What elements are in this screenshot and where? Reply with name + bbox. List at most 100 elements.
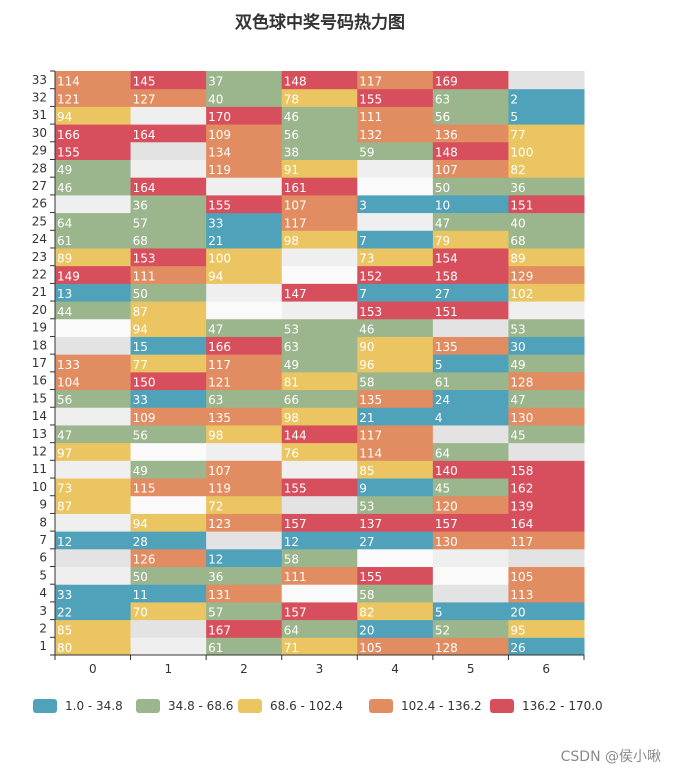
heatmap-cell[interactable] xyxy=(130,566,207,585)
heatmap-cell[interactable] xyxy=(206,71,283,90)
heatmap-cell[interactable] xyxy=(206,619,283,638)
legend-swatch[interactable] xyxy=(369,699,393,713)
heatmap-cell[interactable] xyxy=(508,230,585,249)
heatmap-cell[interactable] xyxy=(357,88,434,107)
heatmap-cell[interactable] xyxy=(432,637,509,656)
heatmap-cell[interactable] xyxy=(55,531,132,550)
heatmap-cell[interactable] xyxy=(55,283,132,302)
heatmap-cell[interactable] xyxy=(130,301,207,320)
heatmap-cell[interactable] xyxy=(432,230,509,249)
heatmap-cell[interactable] xyxy=(206,354,283,373)
heatmap-cell[interactable] xyxy=(357,71,434,90)
heatmap-cell[interactable] xyxy=(432,513,509,532)
heatmap-cell[interactable] xyxy=(206,283,283,302)
heatmap-cell[interactable] xyxy=(281,442,358,461)
heatmap-cell[interactable] xyxy=(432,548,509,568)
heatmap-cell[interactable] xyxy=(55,159,132,178)
heatmap-cell[interactable] xyxy=(206,389,283,408)
heatmap-cell[interactable] xyxy=(432,283,509,302)
heatmap-cell[interactable] xyxy=(281,424,358,444)
heatmap-cell[interactable] xyxy=(508,141,585,160)
heatmap-cell[interactable] xyxy=(281,247,358,267)
heatmap-cell[interactable] xyxy=(357,354,434,373)
heatmap-cell[interactable] xyxy=(130,584,207,603)
heatmap-cell[interactable] xyxy=(206,106,283,125)
heatmap-cell[interactable] xyxy=(281,106,358,125)
heatmap-cell[interactable] xyxy=(357,283,434,302)
heatmap-cell[interactable] xyxy=(130,495,207,514)
heatmap-cell[interactable] xyxy=(357,424,434,444)
heatmap-cell[interactable] xyxy=(357,584,434,603)
heatmap-cell[interactable] xyxy=(281,389,358,408)
heatmap-cell[interactable] xyxy=(432,407,509,426)
heatmap-cell[interactable] xyxy=(432,566,509,585)
heatmap-cell[interactable] xyxy=(508,566,585,585)
heatmap-cell[interactable] xyxy=(130,177,207,196)
heatmap-cell[interactable] xyxy=(281,478,358,497)
heatmap-cell[interactable] xyxy=(130,247,207,267)
heatmap-cell[interactable] xyxy=(357,106,434,125)
heatmap-cell[interactable] xyxy=(508,637,585,656)
heatmap-cell[interactable] xyxy=(281,212,358,231)
heatmap-cell[interactable] xyxy=(130,159,207,178)
heatmap-cell[interactable] xyxy=(206,301,283,320)
heatmap-cell[interactable] xyxy=(206,601,283,621)
heatmap-cell[interactable] xyxy=(357,177,434,196)
legend-label[interactable]: 136.2 - 170.0 xyxy=(522,699,603,713)
heatmap-cell[interactable] xyxy=(206,371,283,391)
heatmap-cell[interactable] xyxy=(206,513,283,532)
heatmap-cell[interactable] xyxy=(55,495,132,514)
heatmap-cell[interactable] xyxy=(130,265,207,284)
heatmap-cell[interactable] xyxy=(281,301,358,320)
heatmap-cell[interactable] xyxy=(130,601,207,621)
heatmap-cell[interactable] xyxy=(206,495,283,514)
heatmap-cell[interactable] xyxy=(508,460,585,479)
heatmap-cell[interactable] xyxy=(55,212,132,231)
legend-label[interactable]: 68.6 - 102.4 xyxy=(270,699,343,713)
legend-label[interactable]: 102.4 - 136.2 xyxy=(401,699,482,713)
heatmap-cell[interactable] xyxy=(357,194,434,214)
heatmap-cell[interactable] xyxy=(281,230,358,249)
heatmap-cell[interactable] xyxy=(508,177,585,196)
heatmap-cell[interactable] xyxy=(508,371,585,391)
heatmap-cell[interactable] xyxy=(130,283,207,302)
heatmap-cell[interactable] xyxy=(281,460,358,479)
heatmap-cell[interactable] xyxy=(432,442,509,461)
heatmap-cell[interactable] xyxy=(130,354,207,373)
heatmap-cell[interactable] xyxy=(55,265,132,284)
heatmap-cell[interactable] xyxy=(281,495,358,514)
heatmap-cell[interactable] xyxy=(357,141,434,160)
heatmap-cell[interactable] xyxy=(508,584,585,603)
heatmap-cell[interactable] xyxy=(206,424,283,444)
heatmap-cell[interactable] xyxy=(508,424,585,444)
heatmap-cell[interactable] xyxy=(357,566,434,585)
heatmap-cell[interactable] xyxy=(508,159,585,178)
heatmap-cell[interactable] xyxy=(508,478,585,497)
heatmap-cell[interactable] xyxy=(508,548,585,568)
heatmap-cell[interactable] xyxy=(281,548,358,568)
heatmap-cell[interactable] xyxy=(130,88,207,107)
heatmap-cell[interactable] xyxy=(432,124,509,143)
heatmap-cell[interactable] xyxy=(55,354,132,373)
heatmap-cell[interactable] xyxy=(55,601,132,621)
heatmap-cell[interactable] xyxy=(130,71,207,90)
heatmap-cell[interactable] xyxy=(55,141,132,160)
heatmap-cell[interactable] xyxy=(55,106,132,125)
heatmap-cell[interactable] xyxy=(508,194,585,214)
heatmap-cell[interactable] xyxy=(281,318,358,337)
heatmap-cell[interactable] xyxy=(432,354,509,373)
heatmap-cell[interactable] xyxy=(206,637,283,656)
heatmap-cell[interactable] xyxy=(508,336,585,355)
heatmap-cell[interactable] xyxy=(55,301,132,320)
heatmap-cell[interactable] xyxy=(55,371,132,391)
heatmap-cell[interactable] xyxy=(130,531,207,550)
heatmap-cell[interactable] xyxy=(55,566,132,585)
heatmap-cell[interactable] xyxy=(55,548,132,568)
heatmap-cell[interactable] xyxy=(55,424,132,444)
legend-label[interactable]: 34.8 - 68.6 xyxy=(168,699,233,713)
heatmap-cell[interactable] xyxy=(206,88,283,107)
heatmap-cell[interactable] xyxy=(432,584,509,603)
heatmap-cell[interactable] xyxy=(508,407,585,426)
legend-swatch[interactable] xyxy=(33,699,57,713)
heatmap-cell[interactable] xyxy=(432,389,509,408)
